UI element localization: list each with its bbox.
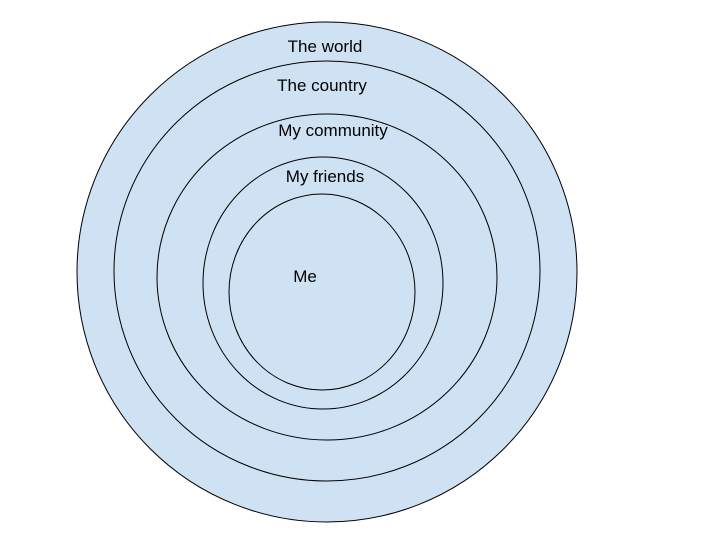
label-my-friends: My friends: [286, 167, 364, 186]
label-the-world: The world: [288, 37, 363, 56]
label-my-community: My community: [278, 121, 388, 140]
label-me: Me: [293, 267, 317, 286]
label-the-country: The country: [277, 76, 367, 95]
ring-me: [228, 193, 416, 391]
ring-me-circle: [228, 193, 416, 391]
